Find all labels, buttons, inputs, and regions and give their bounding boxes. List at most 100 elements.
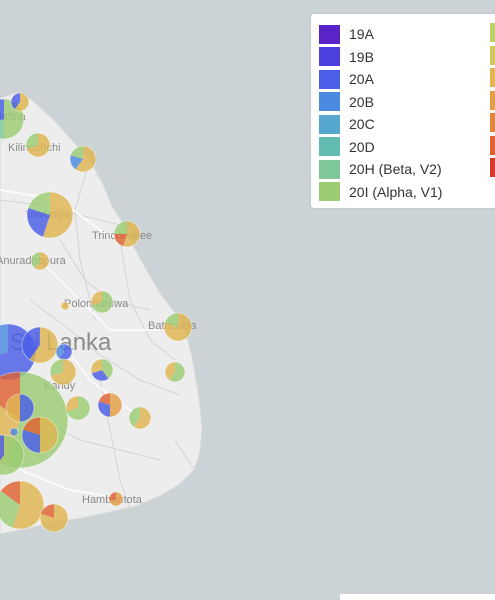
pie-slice	[109, 492, 116, 502]
location-pie[interactable]	[0, 434, 25, 476]
pie-slice	[40, 504, 54, 518]
pie-slice	[70, 146, 83, 159]
legend-item-20i[interactable]: 20I (Alpha, V1)	[319, 181, 442, 203]
location-pie[interactable]	[90, 358, 114, 382]
legend-label: 19B	[349, 48, 374, 65]
legend-item-19a[interactable]: 19A	[319, 23, 374, 45]
district-boundaries	[0, 159, 196, 511]
legend-label: 20H (Beta, V2)	[349, 161, 442, 177]
pie-slice	[169, 362, 185, 382]
pie-outline	[9, 427, 19, 437]
legend-swatch	[319, 182, 340, 201]
pie-slice	[10, 428, 18, 436]
location-pie[interactable]	[164, 361, 186, 383]
location-pie[interactable]	[0, 480, 45, 530]
pie-slice	[50, 359, 63, 377]
legend-label: 20D	[349, 138, 375, 155]
pie-slice	[90, 291, 102, 306]
pie-slice	[14, 93, 29, 111]
pie-slice	[21, 327, 40, 360]
pie-slice	[164, 313, 193, 342]
pie-outline	[39, 503, 69, 533]
pie-slice	[28, 192, 50, 215]
legend-item-20a[interactable]: 20A	[319, 68, 374, 90]
pie-slice	[0, 435, 24, 475]
pie-slice	[0, 324, 8, 355]
pie-outline	[90, 358, 114, 382]
pie-slice	[61, 302, 69, 310]
location-pie[interactable]	[25, 132, 51, 158]
pie-slice	[20, 394, 34, 422]
pie-outline	[30, 251, 50, 271]
location-pie[interactable]	[30, 251, 50, 271]
pie-slice	[0, 119, 4, 139]
location-pie[interactable]	[90, 290, 114, 314]
pie-outline	[65, 395, 91, 421]
location-pie[interactable]	[21, 416, 59, 454]
pie-outline	[164, 361, 186, 383]
pie-slice	[26, 207, 50, 237]
location-pie[interactable]	[108, 491, 124, 507]
location-pie[interactable]	[97, 392, 123, 418]
location-pie[interactable]	[60, 301, 70, 311]
pie-slice	[0, 435, 4, 461]
location-pie[interactable]	[39, 503, 69, 533]
pie-outline	[10, 92, 30, 112]
pie-outline	[0, 480, 45, 530]
legend-label: 20I (Alpha, V1)	[349, 183, 443, 200]
legend-swatch	[319, 137, 340, 156]
legend-swatch	[319, 24, 340, 44]
location-pie[interactable]	[163, 312, 193, 342]
pie-slice	[21, 429, 40, 453]
location-pie[interactable]	[9, 427, 19, 437]
pie-slice	[34, 252, 49, 270]
pie-slice	[114, 221, 127, 234]
legend-item-19b[interactable]: 19B	[319, 46, 374, 68]
legend-panel: 19A 19B 20A 20B 20C 20D 20H (Beta, V2) 20I (Alp…	[311, 14, 495, 208]
legend-label: 19A	[349, 26, 374, 42]
pie-outline	[21, 326, 59, 364]
pie-slice	[25, 133, 38, 149]
pie-outline	[97, 392, 123, 418]
pie-outline	[26, 191, 74, 239]
pie-slice	[102, 359, 113, 379]
legend-item-20d[interactable]: 20D	[319, 136, 375, 158]
legend-item-20b[interactable]: 20B	[319, 91, 374, 113]
legend-item-20c[interactable]: 20C	[319, 113, 375, 135]
legend-swatch-clipped	[490, 90, 495, 110]
pie-slice	[66, 396, 78, 412]
pie-outline	[0, 434, 25, 476]
pie-slice	[10, 93, 20, 110]
location-pie[interactable]	[55, 343, 73, 361]
legend-item-20h[interactable]: 20H (Beta, V2)	[319, 158, 442, 180]
pie-slice	[0, 481, 21, 505]
location-pie[interactable]	[69, 145, 97, 173]
legend-swatch	[319, 159, 340, 179]
pie-slice	[26, 133, 51, 157]
pie-outline	[0, 371, 69, 469]
pie-slice	[128, 407, 140, 427]
location-pie[interactable]	[26, 191, 74, 239]
pie-slice	[165, 362, 175, 381]
pie-slice	[40, 504, 69, 533]
location-pie[interactable]	[113, 220, 141, 248]
pie-slice	[75, 146, 97, 172]
pie-slice	[30, 252, 40, 269]
location-pie[interactable]	[49, 358, 77, 386]
location-pie[interactable]	[128, 406, 152, 430]
pie-slice	[114, 234, 127, 247]
legend-swatch-clipped	[490, 135, 495, 155]
pie-slice	[29, 327, 58, 363]
legend-swatch-clipped	[490, 113, 495, 132]
location-pie[interactable]	[5, 393, 35, 423]
location-pie[interactable]	[10, 92, 30, 112]
pie-slice	[70, 154, 83, 170]
location-pie[interactable]	[21, 326, 59, 364]
pie-outline	[0, 98, 25, 140]
pie-slice	[98, 401, 110, 417]
location-pie[interactable]	[65, 395, 91, 421]
pie-slice	[12, 481, 44, 529]
pie-outline	[60, 301, 70, 311]
legend-swatch-clipped	[490, 45, 495, 65]
legend-swatch-clipped	[490, 23, 495, 42]
